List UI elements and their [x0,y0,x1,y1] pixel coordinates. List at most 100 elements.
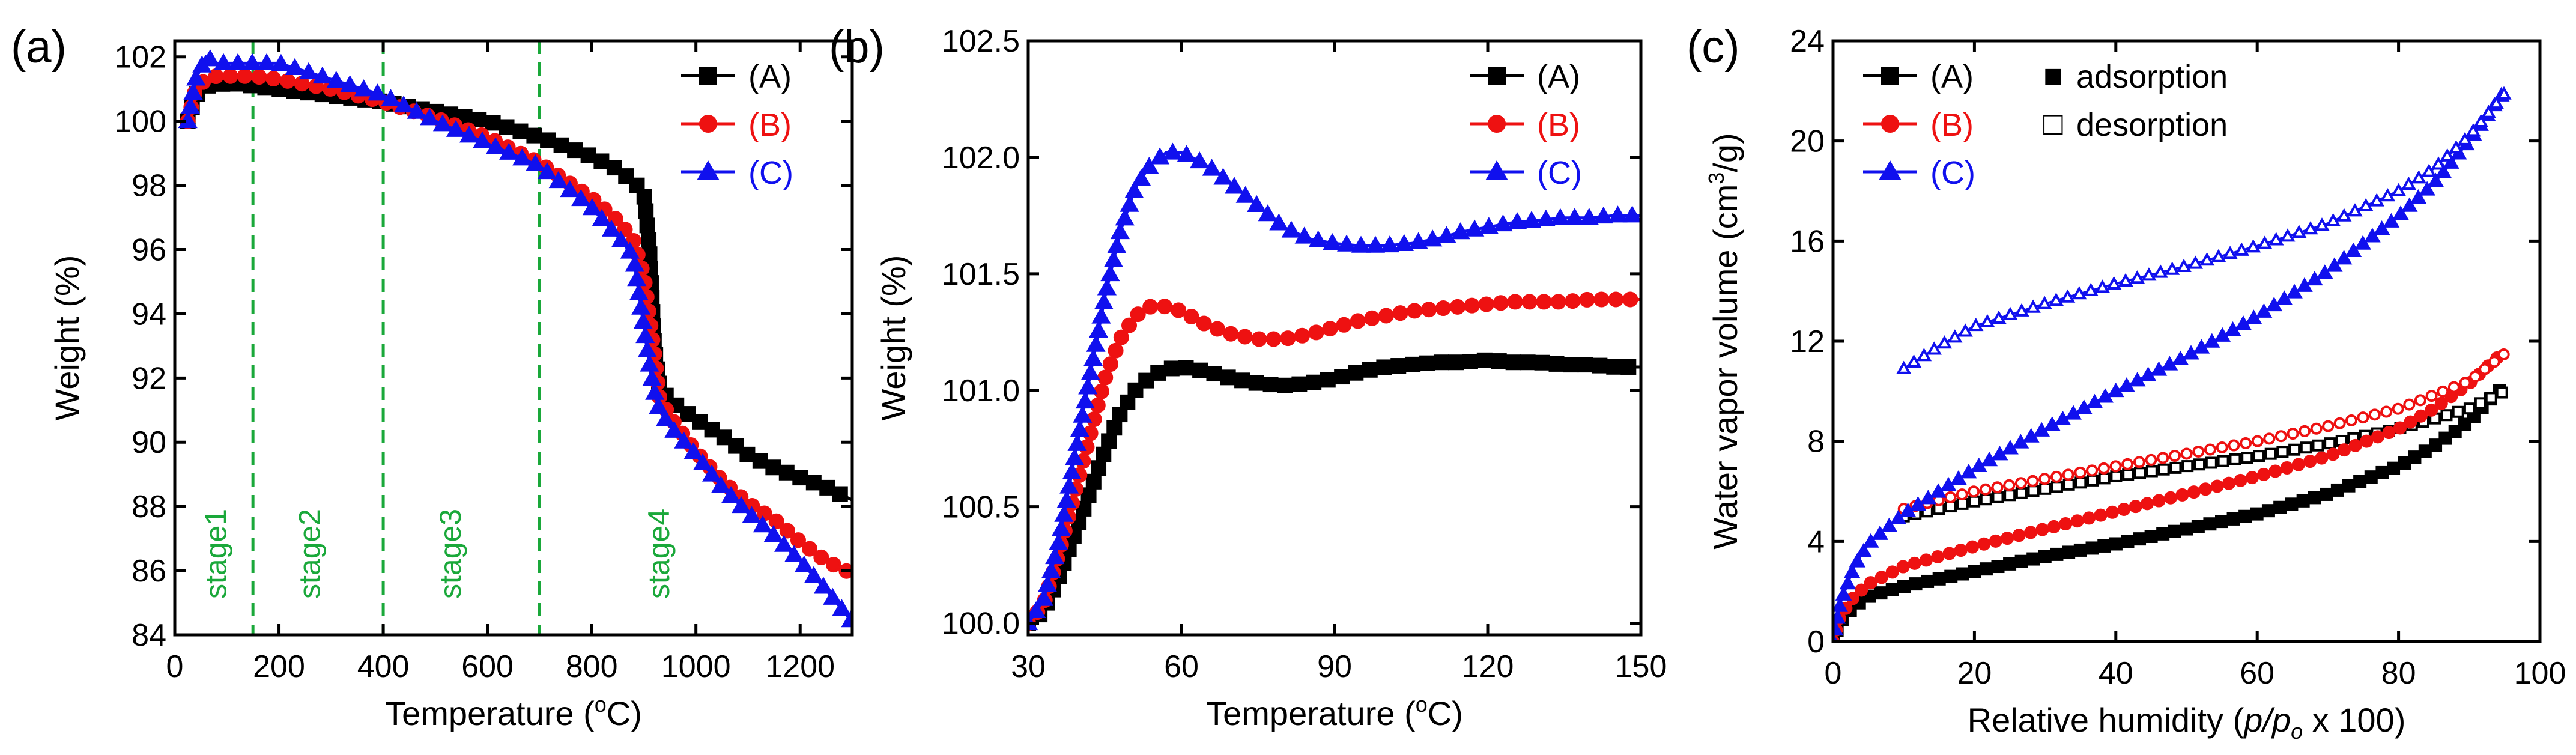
data-point [2108,382,2124,398]
data-point [2026,475,2039,487]
y-tick-label: 101.5 [942,257,1020,292]
data-point [2333,417,2346,429]
data-point [1106,420,1123,436]
data-point [2276,446,2289,458]
data-point [2038,473,2051,485]
data-point [2117,502,2131,516]
data-point [2253,450,2265,462]
data-point [683,442,703,459]
data-point [1944,491,1957,503]
data-point [2364,470,2378,484]
data-point [512,148,532,166]
data-point [2191,520,2205,533]
x-tick-label: 100 [2514,656,2566,691]
data-point [633,312,653,329]
data-point [299,62,318,80]
y-tick-label: 100 [114,105,166,139]
data-point [1977,537,1991,551]
data-point [2105,505,2119,519]
data-point [1124,181,1144,199]
data-point [639,217,655,234]
data-point [1376,359,1392,375]
x-tick-label: 1200 [765,649,835,684]
data-point [638,203,654,219]
data-point [2110,470,2123,482]
data-point [2062,545,2076,559]
x-tick-label: 200 [253,649,305,684]
data-point [631,297,651,315]
data-point [1954,544,1968,557]
data-point [2222,246,2238,259]
data-point [2421,163,2437,177]
data-point [1085,473,1102,490]
data-point [251,69,267,85]
data-point [2245,471,2259,485]
data-point [802,541,818,557]
data-point [1183,308,1199,324]
data-point [1476,352,1493,368]
data-point [1281,220,1301,238]
legend: (A) (B) (C) [681,59,793,191]
y-tick-label: 100.0 [942,607,1020,641]
legend-label: desorption [2076,107,2228,143]
data-point [2245,239,2261,253]
data-point [2002,306,2018,320]
data-point [1833,597,1848,612]
data-point [2062,478,2075,491]
data-point [2129,372,2146,387]
data-point [2448,425,2462,438]
axis-title-part: C) [1428,694,1463,732]
y-tick-label: 102 [114,40,166,75]
data-point [2082,511,2096,525]
data-point [213,53,234,70]
data-point [1592,357,1608,374]
data-point [1956,497,1969,510]
data-point [1049,533,1068,550]
legend-label: (A) [1537,59,1580,95]
data-point [312,66,332,84]
series-line [186,80,852,502]
data-point [1579,208,1599,225]
data-point [2342,479,2356,493]
data-point [1094,292,1114,309]
data-point [1097,369,1114,386]
data-point [2050,481,2063,493]
data-point [2250,507,2264,521]
data-point [2414,409,2428,423]
data-point [1080,363,1100,380]
data-point [1163,142,1183,160]
data-point [2382,426,2396,440]
data-point [2268,232,2284,246]
data-point [2312,439,2324,452]
data-point [1073,405,1093,423]
data-point [2169,461,2182,474]
axis-title-part: 3 [1704,172,1729,184]
data-point [790,532,806,548]
data-point [1075,391,1095,409]
panel-label: (c) [1687,22,1740,73]
data-point [1234,372,1250,389]
data-point [1908,556,1921,570]
data-point [2469,370,2482,383]
data-point [1965,540,1979,554]
stage-label: stage1 [199,509,232,599]
data-point [1034,589,1053,606]
data-point [2038,550,2052,563]
data-point [2296,494,2310,508]
data-point [2122,468,2135,481]
data-point [2098,472,2111,485]
data-point [285,58,305,76]
legend-label: (C) [748,155,793,191]
data-point [1067,434,1087,451]
series-group [178,49,852,628]
data-point [526,127,542,144]
legend-label: adsorption [2076,59,2228,95]
data-point [2129,500,2142,514]
data-point [2097,462,2110,475]
chart-panel-1: (a) stage1 stage2 stage3 stage4 0 200 400 600 800… [11,22,854,732]
data-point [2347,203,2363,217]
legend-marker [1488,115,1506,133]
data-point [2048,293,2064,306]
data-point [472,131,492,148]
data-point [1248,375,1264,391]
